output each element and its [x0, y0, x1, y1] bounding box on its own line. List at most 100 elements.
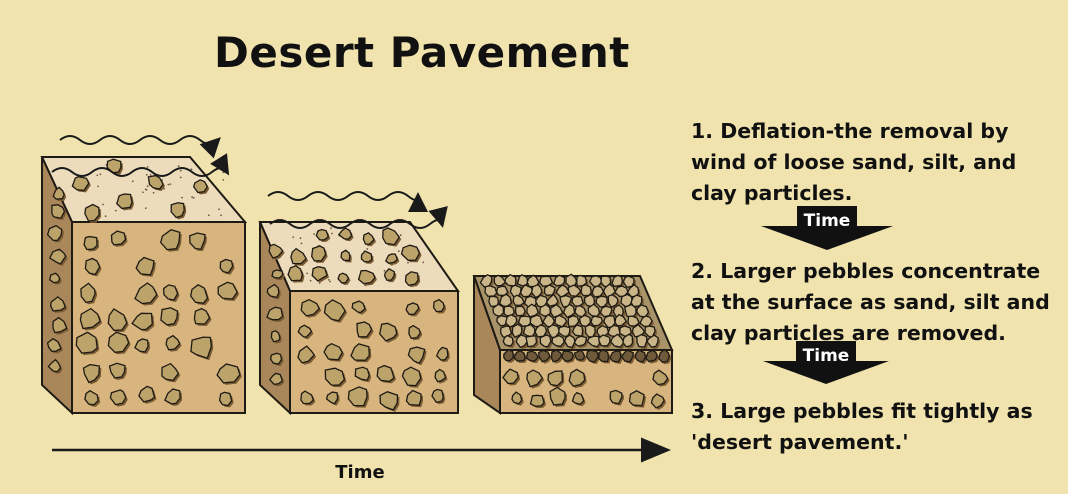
pebble — [218, 391, 233, 407]
pebble — [354, 366, 370, 382]
pebble — [300, 390, 315, 405]
pebble — [543, 284, 556, 296]
sand-grain — [397, 250, 400, 253]
pebble — [134, 282, 158, 305]
sand-grain — [114, 209, 117, 212]
pebble — [595, 295, 608, 308]
pebble — [513, 349, 526, 362]
block-2 — [258, 221, 460, 416]
sand-grain — [218, 208, 220, 211]
pebble — [558, 325, 571, 337]
pebble — [75, 331, 98, 354]
pebble — [48, 248, 67, 265]
step-1-text: 1. Deflation-the removal by wind of loos… — [691, 119, 1017, 205]
pebble — [635, 304, 650, 318]
pebble — [79, 307, 101, 330]
pebble — [504, 314, 518, 328]
pebble — [323, 299, 346, 322]
pebble — [530, 284, 543, 299]
sand-grain — [181, 196, 184, 199]
sand-grain — [131, 180, 134, 183]
pebble — [217, 281, 238, 300]
sand-grain — [292, 236, 295, 239]
sand-grain — [146, 166, 149, 168]
sand-grain — [179, 176, 182, 179]
pebble — [650, 393, 665, 409]
pebble — [134, 338, 149, 353]
pebble — [110, 230, 127, 246]
block-2-top — [258, 221, 460, 292]
pebble — [300, 298, 321, 317]
sand-grain — [329, 280, 331, 283]
pebble — [585, 349, 600, 363]
sand-grain — [97, 185, 99, 188]
pebble — [627, 315, 640, 327]
down-arrow-icon — [763, 341, 889, 384]
pebble — [268, 372, 284, 385]
pebble — [525, 335, 538, 348]
pebble — [356, 321, 373, 338]
pebble — [614, 313, 628, 327]
pebble — [84, 389, 99, 406]
sand-grain — [366, 248, 369, 250]
wind-arrow-icon — [51, 153, 230, 177]
pebble — [384, 253, 399, 265]
pebble — [311, 266, 328, 282]
pebble — [636, 333, 648, 348]
pebble — [164, 388, 181, 405]
pebble — [47, 358, 62, 373]
pebble — [266, 283, 280, 299]
pebble — [400, 244, 421, 261]
pebble — [599, 305, 613, 318]
pebble — [503, 349, 514, 362]
pebble — [622, 275, 635, 288]
block-3 — [472, 273, 674, 415]
pebble — [502, 334, 514, 347]
block-1-top — [40, 156, 248, 223]
pebble — [571, 391, 585, 405]
pebble — [135, 256, 155, 276]
sand-grain — [96, 174, 99, 177]
pebble — [496, 315, 509, 327]
pebble — [525, 350, 539, 362]
pebble — [598, 349, 610, 363]
pebble — [529, 394, 545, 407]
pebble — [586, 335, 601, 348]
pebble — [526, 369, 544, 388]
pebble — [357, 269, 376, 285]
pebble — [106, 158, 122, 174]
pebble — [116, 193, 133, 210]
sand-grain — [422, 261, 425, 264]
sand-grain — [167, 183, 170, 186]
pebble — [590, 315, 604, 327]
pebble — [630, 294, 643, 308]
pebble — [561, 350, 575, 363]
sand-grain — [146, 185, 149, 188]
pebble — [646, 334, 660, 348]
pebble — [52, 186, 65, 200]
pebble — [376, 364, 395, 383]
pebble — [567, 315, 580, 328]
pebble — [138, 385, 156, 403]
down-arrow-icon — [761, 206, 893, 250]
pebble — [71, 176, 90, 192]
sand-grain — [383, 269, 386, 272]
pebble — [219, 258, 234, 274]
pebble — [161, 362, 180, 382]
pebble — [49, 272, 61, 284]
pebble — [620, 349, 635, 363]
pebble — [350, 343, 370, 361]
pebble — [287, 265, 304, 282]
pebble — [432, 298, 445, 313]
sand-grain — [309, 279, 312, 282]
pebble — [500, 325, 513, 338]
pebble — [84, 257, 101, 276]
pebble — [46, 337, 62, 352]
time-axis-label: Time — [335, 462, 385, 483]
pebble — [297, 345, 316, 364]
sand-grain — [99, 173, 102, 176]
step-2-text: 2. Larger pebbles concentrate at the sur… — [691, 259, 1050, 345]
wind-arrow-icon — [269, 206, 448, 229]
sand-grain — [177, 165, 180, 168]
pebble — [109, 389, 127, 406]
